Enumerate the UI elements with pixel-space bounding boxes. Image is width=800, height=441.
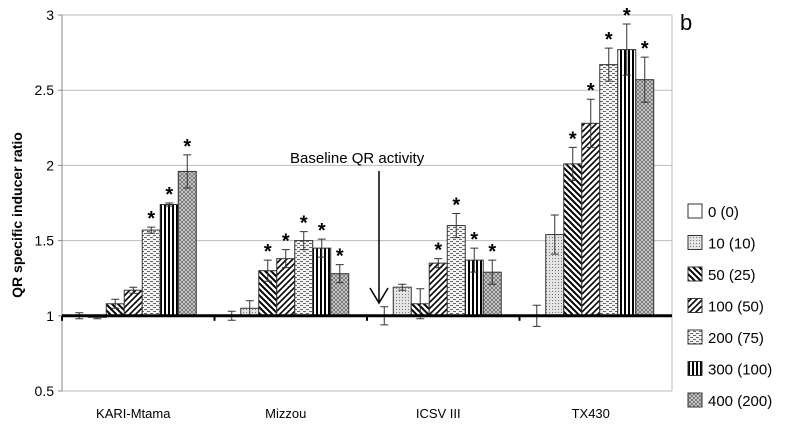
- significance-marker: *: [336, 246, 344, 268]
- error-bar: [263, 259, 272, 282]
- bar: [635, 79, 655, 317]
- significance-marker: *: [300, 213, 308, 235]
- legend-label: 50 (25): [708, 267, 756, 284]
- legend-label: 100 (50): [708, 299, 764, 316]
- x-tick-label: Mizzou: [265, 406, 306, 421]
- bar: [599, 64, 619, 317]
- legend-label: 400 (200): [708, 393, 772, 410]
- significance-marker: *: [569, 128, 577, 150]
- significance-marker: *: [470, 229, 478, 251]
- legend-label: 300 (100): [708, 362, 772, 379]
- y-axis-label: QR specific inducer ratio: [9, 132, 25, 298]
- legend-label: 10 (10): [708, 236, 756, 253]
- bar: [617, 49, 637, 317]
- error-bar: [165, 202, 174, 207]
- significance-marker: *: [452, 195, 460, 217]
- legend-swatch: [687, 266, 703, 282]
- significance-marker: *: [318, 220, 326, 242]
- panel-label: b: [680, 10, 692, 35]
- arrow-annotation: [369, 171, 389, 305]
- bar: [581, 122, 601, 317]
- error-bar: [488, 259, 497, 285]
- error-bar: [640, 56, 649, 103]
- error-bar: [452, 213, 461, 239]
- significance-marker: *: [623, 5, 631, 27]
- error-bar: [129, 286, 138, 294]
- legend-swatch: [687, 235, 703, 250]
- error-bar: [281, 249, 290, 269]
- bar: [141, 229, 161, 317]
- bar: [428, 262, 448, 317]
- y-tick-label: 0.5: [35, 383, 55, 399]
- error-bar: [568, 146, 577, 181]
- error-bar: [470, 247, 479, 273]
- error-bar: [147, 226, 156, 234]
- x-tick-label: TX430: [572, 406, 610, 421]
- x-tick-label: KARI-Mtama: [96, 406, 171, 421]
- bar: [177, 170, 197, 317]
- legend-swatch: [687, 392, 703, 408]
- bar: [392, 286, 412, 317]
- y-tick-label: 2: [46, 157, 54, 173]
- bars: * * * * * * * * * * * * * * * * *: [75, 5, 655, 327]
- legend-swatch: [687, 329, 703, 345]
- significance-marker: *: [264, 241, 272, 263]
- legend-swatch: [687, 203, 703, 219]
- error-bar: [317, 238, 326, 258]
- significance-marker: *: [282, 231, 290, 253]
- legend-swatch: [687, 298, 703, 313]
- bar: [123, 289, 143, 317]
- legend-label: 200 (75): [708, 330, 764, 347]
- y-tick-label: 1.5: [35, 233, 55, 249]
- legend: 0 (0) 10 (10) 50 (25) 100 (50) 200 (75) 300 (…: [687, 203, 772, 410]
- significance-marker: *: [605, 29, 613, 51]
- error-bar: [111, 298, 120, 309]
- bar: [563, 163, 583, 317]
- bar: [446, 225, 466, 317]
- bar: [159, 204, 179, 317]
- y-tick-label: 2.5: [35, 82, 55, 98]
- significance-marker: *: [488, 241, 496, 263]
- significance-marker: *: [587, 80, 595, 102]
- error-bar: [586, 98, 595, 148]
- y-tick-label: 3: [46, 7, 54, 23]
- x-tick-label: ICSV III: [416, 406, 461, 421]
- significance-marker: *: [183, 136, 191, 158]
- significance-marker: *: [434, 240, 442, 262]
- error-bar: [398, 283, 407, 291]
- y-tick-label: 1: [46, 308, 54, 324]
- x-axis: KARI-Mtama Mizzou ICSV III TX430: [61, 314, 672, 421]
- error-bar: [416, 288, 425, 320]
- bar: [312, 247, 332, 317]
- y-axis: 0.5 1 1.5 2 2.5 3: [35, 7, 63, 399]
- significance-marker: *: [641, 38, 649, 60]
- bar: [294, 240, 314, 317]
- error-bar: [299, 231, 308, 251]
- annotation-baseline: Baseline QR activity: [290, 150, 425, 167]
- significance-marker: *: [147, 208, 155, 230]
- error-bar: [183, 154, 192, 189]
- error-bar: [335, 264, 344, 284]
- error-bar: [622, 23, 631, 76]
- error-bar: [604, 47, 613, 82]
- error-bar: [434, 258, 443, 269]
- error-bar: [550, 214, 559, 255]
- legend-label: 0 (0): [708, 204, 739, 221]
- significance-marker: *: [165, 184, 173, 206]
- legend-swatch: [687, 361, 703, 376]
